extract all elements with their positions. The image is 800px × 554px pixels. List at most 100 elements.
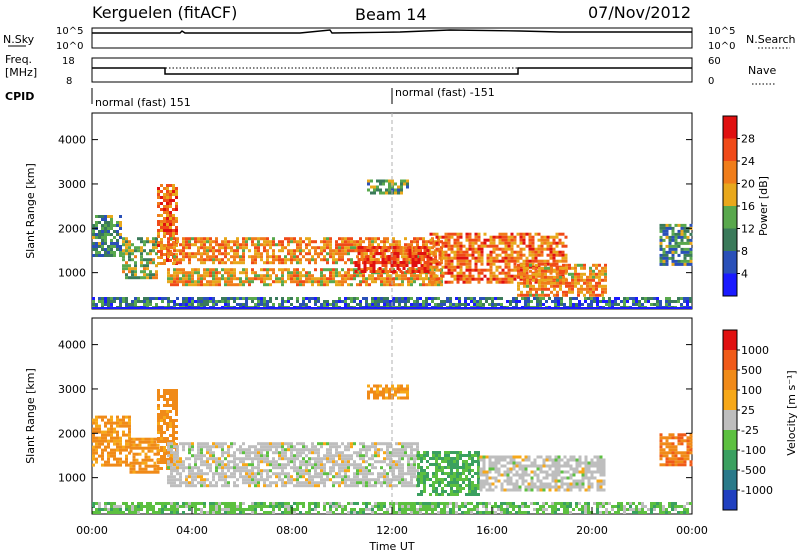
- echo-cell: [131, 508, 134, 511]
- echo-cell: [138, 470, 142, 474]
- echo-cell: [389, 280, 392, 284]
- echo-cell: [227, 271, 230, 275]
- echo-cell: [557, 473, 561, 477]
- echo-cell: [359, 457, 362, 461]
- echo-cell: [482, 455, 486, 459]
- echo-cell: [595, 275, 598, 279]
- echo-cell: [287, 243, 290, 247]
- echo-cell: [188, 466, 191, 470]
- echo-cell: [498, 235, 502, 239]
- echo-cell: [491, 300, 494, 303]
- echo-cell: [569, 482, 573, 486]
- echo-cell: [215, 280, 218, 284]
- echo-cell: [671, 229, 675, 233]
- echo-cell: [110, 221, 113, 224]
- echo-cell: [122, 240, 125, 244]
- echo-cell: [554, 470, 558, 474]
- echo-cell: [386, 472, 389, 476]
- echo-cell: [362, 274, 365, 278]
- echo-cell: [501, 277, 505, 281]
- date-title: 07/Nov/2012: [588, 3, 691, 22]
- echo-cell: [426, 472, 429, 475]
- echo-cell: [284, 261, 287, 265]
- echo-cell: [224, 300, 227, 303]
- echo-cell: [593, 300, 596, 303]
- echo-cell: [683, 300, 686, 303]
- echo-cell: [128, 249, 131, 253]
- echo-cell: [528, 247, 532, 251]
- echo-cell: [263, 249, 266, 253]
- echo-cell: [233, 255, 236, 259]
- echo-cell: [101, 239, 104, 242]
- echo-cell: [540, 259, 544, 263]
- echo-cell: [314, 258, 317, 262]
- echo-cell: [441, 250, 445, 254]
- echo-cell: [359, 243, 362, 247]
- echo-cell: [227, 268, 230, 272]
- echo-cell: [468, 466, 471, 469]
- echo-cell: [389, 454, 392, 458]
- echo-cell: [146, 252, 149, 256]
- echo-cell: [420, 493, 423, 496]
- echo-cell: [468, 463, 471, 466]
- echo-cell: [143, 303, 146, 306]
- echo-cell: [677, 253, 681, 257]
- echo-cell: [374, 484, 377, 488]
- echo-cell: [131, 258, 134, 262]
- echo-cell: [524, 473, 528, 477]
- echo-cell: [163, 437, 166, 440]
- echo-cell: [422, 300, 425, 303]
- echo-cell: [173, 268, 176, 272]
- echo-cell: [662, 229, 666, 233]
- echo-cell: [125, 300, 128, 303]
- echo-cell: [577, 290, 580, 294]
- echo-cell: [423, 481, 426, 484]
- echo-cell: [507, 259, 511, 263]
- echo-cell: [299, 481, 302, 485]
- echo-cell: [489, 265, 493, 269]
- echo-cell: [560, 482, 564, 486]
- echo-cell: [574, 275, 577, 279]
- echo-cell: [562, 266, 565, 270]
- echo-cell: [471, 493, 474, 496]
- echo-cell: [169, 440, 172, 443]
- echo-cell: [561, 250, 565, 254]
- echo-cell: [110, 303, 113, 306]
- echo-cell: [602, 479, 606, 483]
- echo-cell: [489, 256, 493, 260]
- echo-cell: [135, 443, 139, 447]
- echo-cell: [185, 457, 188, 461]
- echo-cell: [95, 442, 98, 446]
- echo-cell: [497, 455, 501, 459]
- echo-cell: [426, 264, 430, 267]
- echo-cell: [465, 274, 469, 278]
- echo-cell: [577, 263, 580, 267]
- echo-cell: [157, 395, 160, 398]
- echo-cell: [536, 485, 540, 489]
- echo-cell: [254, 252, 257, 256]
- echo-cell: [635, 303, 638, 306]
- echo-cell: [504, 256, 508, 260]
- echo-cell: [549, 241, 553, 245]
- echo-cell: [167, 300, 170, 303]
- echo-cell: [590, 300, 593, 303]
- echo-cell: [239, 303, 242, 306]
- echo-cell: [329, 252, 332, 256]
- echo-cell: [683, 226, 687, 230]
- echo-cell: [116, 221, 119, 224]
- echo-cell: [233, 460, 236, 464]
- echo-cell: [404, 300, 407, 303]
- echo-cell: [101, 439, 104, 443]
- echo-cell: [435, 277, 439, 281]
- echo-cell: [413, 463, 416, 467]
- echo-cell: [212, 252, 215, 256]
- echo-cell: [518, 464, 522, 468]
- echo-cell: [395, 274, 398, 278]
- echo-cell: [266, 240, 269, 244]
- echo-cell: [482, 461, 486, 465]
- echo-cell: [477, 247, 481, 251]
- echo-cell: [230, 274, 233, 278]
- echo-cell: [479, 482, 483, 486]
- echo-cell: [587, 297, 590, 300]
- echo-cell: [554, 467, 558, 471]
